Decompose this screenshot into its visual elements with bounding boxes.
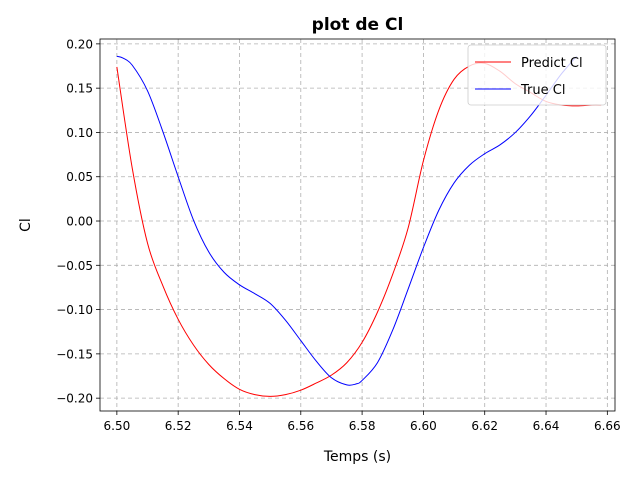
x-tick-label: 6.56 — [287, 419, 314, 433]
x-tick-label: 6.50 — [104, 419, 131, 433]
plot-frame — [99, 38, 616, 412]
y-axis-label: Cl — [18, 218, 34, 232]
y-tick-label: 0.00 — [66, 215, 93, 229]
x-tick-label: 6.52 — [165, 419, 192, 433]
x-tick-label: 6.58 — [349, 419, 376, 433]
legend: Predict Cl True Cl — [467, 44, 607, 106]
x-tick-label: 6.54 — [226, 419, 253, 433]
y-tick-label: −0.20 — [56, 392, 93, 406]
chart-title: plot de Cl — [312, 15, 404, 35]
x-tick-label: 6.66 — [594, 419, 621, 433]
x-tick-label: 6.64 — [533, 419, 560, 433]
axis-ticks: 6.50 6.52 6.54 6.56 6.58 6.60 6.62 6.64 6.66 −0.2… — [56, 37, 620, 433]
x-tick-label: 6.60 — [410, 419, 437, 433]
x-tick-label: 6.62 — [471, 419, 498, 433]
y-tick-label: 0.20 — [66, 37, 93, 51]
y-tick-label: 0.10 — [66, 126, 93, 140]
x-axis-label: Temps (s) — [323, 449, 391, 465]
y-tick-label: 0.05 — [66, 170, 93, 184]
y-tick-label: −0.15 — [56, 347, 93, 361]
legend-label: True Cl — [520, 83, 565, 98]
y-tick-label: −0.10 — [56, 303, 93, 317]
y-tick-label: −0.05 — [56, 259, 93, 273]
legend-label: Predict Cl — [521, 56, 583, 71]
y-tick-label: 0.15 — [66, 82, 93, 96]
series-line-true — [116, 55, 578, 386]
legend-box — [467, 44, 607, 106]
grid-lines — [100, 39, 615, 411]
